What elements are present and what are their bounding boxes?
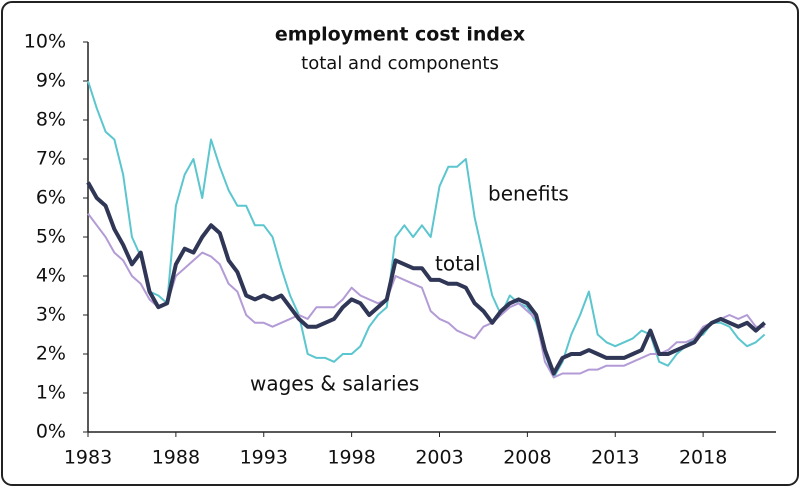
x-tick-label: 1983 (64, 447, 112, 469)
annotation: total (435, 252, 481, 276)
chart-title: employment cost index (275, 24, 525, 46)
series-line (86, 181, 766, 376)
y-tick-label: 3% (36, 304, 66, 326)
chart-subtitle: total and components (301, 53, 499, 74)
y-tick-label: 4% (36, 265, 66, 287)
y-tick-label: 1% (36, 382, 66, 404)
y-tick-label: 7% (36, 148, 66, 170)
y-tick-label: 5% (36, 226, 66, 248)
x-tick-label: 1993 (240, 447, 288, 469)
y-tick-label: 2% (36, 343, 66, 365)
x-tick-label: 2008 (503, 447, 551, 469)
y-tick-label: 8% (36, 109, 66, 131)
x-tick-label: 2013 (591, 447, 639, 469)
y-tick-label: 0% (36, 421, 66, 443)
x-tick-label: 2003 (415, 447, 463, 469)
series-line (87, 212, 765, 379)
y-tick-label: 10% (24, 31, 66, 53)
y-tick-label: 9% (36, 70, 66, 92)
x-tick-label: 2018 (679, 447, 727, 469)
annotation: benefits (488, 182, 569, 206)
annotation: wages & salaries (250, 372, 419, 396)
x-tick-label: 1988 (152, 447, 200, 469)
y-tick-label: 6% (36, 187, 66, 209)
x-tick-label: 1998 (327, 447, 375, 469)
